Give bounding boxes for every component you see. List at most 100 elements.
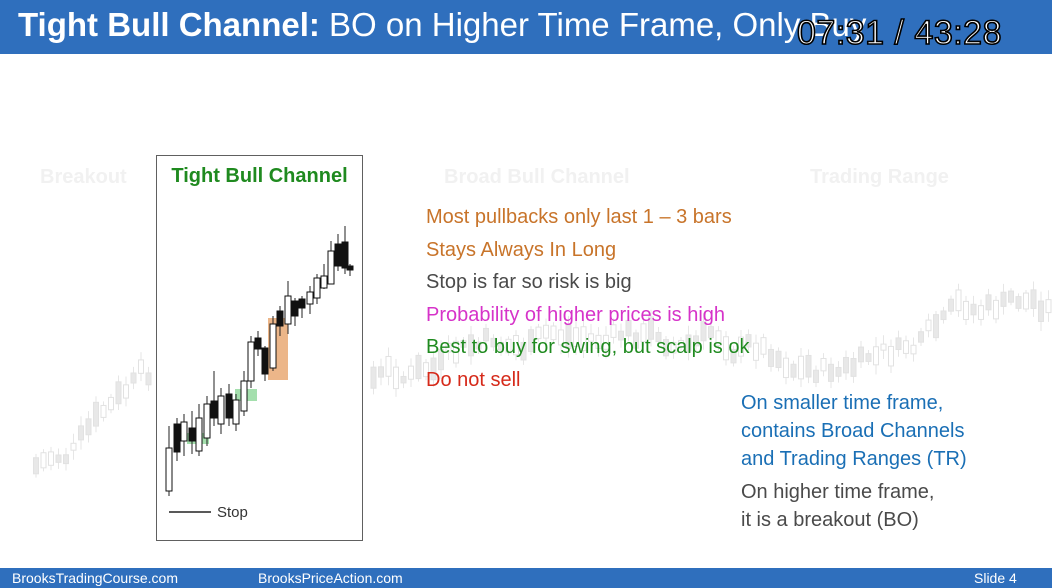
bg-candle	[723, 331, 729, 366]
candle	[269, 316, 277, 371]
candle	[232, 394, 240, 431]
bg-candle	[708, 321, 714, 344]
bg-candle	[933, 311, 939, 342]
background-label-broad-bull-channel: Broad Bull Channel	[444, 166, 630, 188]
bg-candle	[423, 359, 429, 381]
bg-candle	[370, 360, 377, 395]
bg-candle	[633, 329, 639, 352]
bg-candle	[655, 327, 662, 348]
bg-candle	[445, 335, 452, 360]
bg-candle	[768, 344, 774, 372]
bg-candle	[850, 352, 857, 383]
bg-candle	[453, 336, 459, 368]
bg-candle	[580, 319, 587, 359]
note-line: contains Broad Channels	[741, 420, 965, 442]
bg-candle	[843, 350, 849, 380]
bullet-item: Probability of higher prices is high	[426, 303, 726, 326]
bg-candle	[595, 327, 602, 357]
bg-candle	[1008, 288, 1014, 306]
bg-candle	[123, 376, 129, 407]
bg-candle	[955, 283, 962, 317]
bg-candle	[693, 330, 699, 352]
bg-candle	[70, 433, 77, 460]
bg-candle	[1030, 281, 1037, 317]
candle	[346, 264, 354, 276]
background-candlestick-chart	[33, 281, 1052, 478]
bg-candle	[543, 318, 549, 345]
bullet-item: Do not sell	[426, 368, 521, 391]
bg-candle	[753, 334, 759, 369]
candle	[240, 371, 248, 416]
candle	[188, 411, 196, 454]
bg-candle	[700, 312, 707, 350]
bg-candle	[993, 295, 999, 324]
bg-candle	[798, 347, 804, 388]
bg-candle	[505, 336, 512, 356]
bg-candle	[618, 323, 624, 348]
bg-candle	[588, 324, 594, 352]
bg-candle	[640, 319, 647, 347]
bg-candle	[468, 325, 474, 365]
footer-left-site: BrooksTradingCourse.com	[12, 570, 178, 586]
bg-candle	[745, 329, 752, 353]
bg-candle	[783, 351, 789, 385]
bg-candle	[490, 334, 497, 351]
bg-candle	[408, 358, 414, 388]
bg-candle	[115, 375, 122, 411]
bg-candle	[888, 339, 894, 373]
note-line: it is a breakout (BO)	[741, 509, 919, 531]
bg-candle	[648, 309, 654, 347]
bg-candle	[685, 325, 692, 361]
bg-candle	[805, 349, 812, 384]
footer-bar: BrooksTradingCourse.com BrooksPriceActio…	[0, 568, 1052, 588]
candle	[341, 226, 349, 274]
bg-candle	[430, 350, 437, 387]
bg-candle	[48, 446, 54, 471]
bg-candle	[738, 329, 744, 364]
bg-candle	[970, 295, 977, 324]
bg-candle	[903, 335, 909, 359]
candle	[165, 426, 173, 496]
bg-candle	[520, 337, 527, 365]
slide-title: Tight Bull Channel: BO on Higher Time Fr…	[18, 6, 866, 44]
candle	[180, 414, 188, 456]
candle	[261, 346, 269, 381]
bg-candle	[33, 453, 39, 478]
candle	[247, 336, 255, 388]
bg-candle	[138, 352, 144, 382]
bullet-item: Stays Always In Long	[426, 238, 617, 261]
bg-candle	[813, 365, 819, 388]
bg-candle	[378, 358, 384, 386]
bg-candle	[670, 336, 677, 359]
bg-candle	[385, 347, 392, 386]
slide-title-rest: BO on Higher Time Frame, Only Buy	[319, 6, 867, 43]
bullet-item: Most pullbacks only last 1 – 3 bars	[426, 206, 732, 228]
candle	[254, 331, 262, 356]
bullet-item: Stop is far so risk is big	[426, 271, 632, 293]
candle	[327, 241, 335, 285]
bg-candle	[820, 353, 827, 377]
bg-candle	[55, 448, 62, 469]
candle	[306, 286, 314, 314]
video-timestamp: 07:31 / 43:28	[796, 13, 1003, 53]
title-bar: Tight Bull Channel: BO on Higher Time Fr…	[0, 0, 1052, 54]
bg-candle	[498, 336, 504, 356]
slide-title-bold: Tight Bull Channel:	[18, 6, 320, 43]
candle	[203, 396, 211, 446]
bg-candle	[1023, 289, 1029, 313]
bg-candle	[625, 315, 632, 342]
smaller-time-frame-note: On smaller time frame, contains Broad Ch…	[741, 389, 967, 473]
candle	[195, 404, 203, 456]
candle	[320, 264, 328, 289]
bg-candle	[100, 401, 107, 422]
bg-candle	[85, 411, 92, 443]
candle	[291, 298, 299, 326]
bg-candle	[550, 322, 557, 344]
candle	[313, 274, 321, 304]
bg-candle	[415, 352, 422, 382]
bg-candle	[460, 337, 467, 351]
bg-candle	[535, 323, 542, 342]
bg-candle	[603, 326, 609, 359]
candle	[334, 234, 342, 271]
bg-candle	[610, 318, 617, 344]
